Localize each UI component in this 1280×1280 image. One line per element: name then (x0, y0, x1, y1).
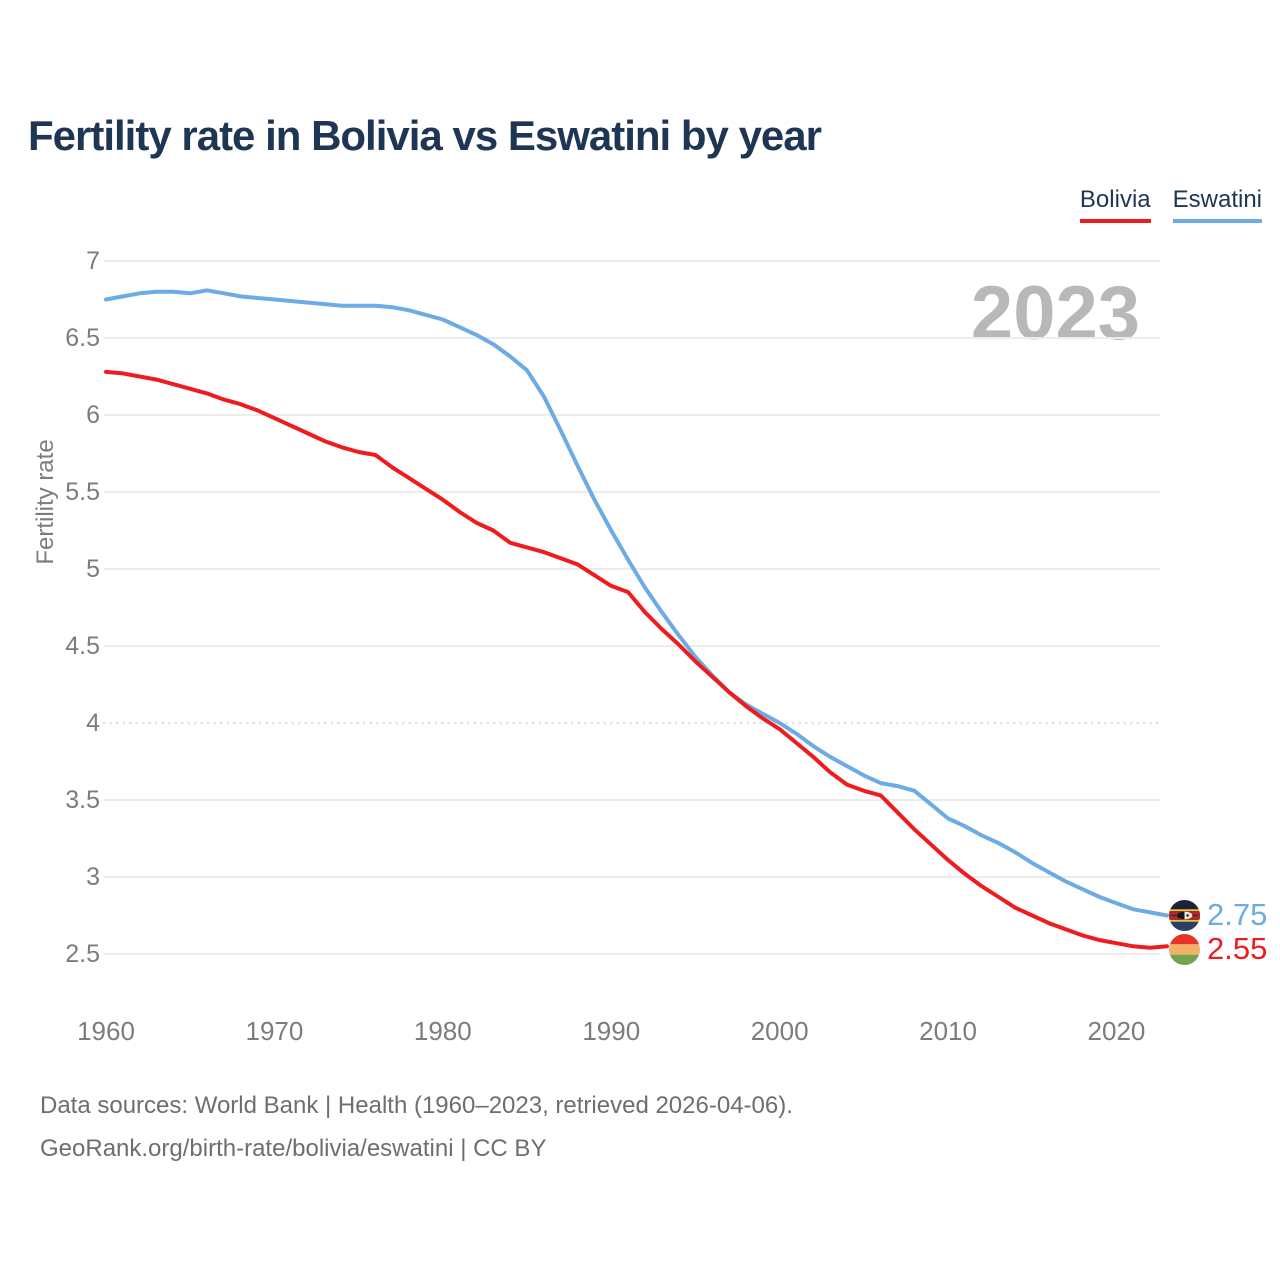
eswatini-flag-icon (1169, 900, 1200, 931)
y-tick-label-6.5: 6.5 (65, 324, 100, 352)
legend-item-bolivia[interactable]: Bolivia (1079, 186, 1151, 223)
legend-label-eswatini: Eswatini (1172, 186, 1262, 213)
x-tick-label-1980: 1980 (413, 1016, 472, 1046)
y-tick-label-3.5: 3.5 (65, 786, 100, 814)
x-tick-label-2010: 2010 (919, 1016, 977, 1046)
series-line-bolivia (104, 369, 1169, 950)
bolivia-flag-icon (1169, 934, 1200, 965)
page-title: Fertility rate in Bolivia vs Eswatini by… (28, 112, 822, 159)
y-tick-label-5.5: 5.5 (65, 478, 100, 506)
x-tick-label-1990: 1990 (582, 1016, 641, 1046)
legend-swatch-eswatini (1172, 219, 1262, 223)
series-line-eswatini (104, 288, 1169, 918)
y-tick-label-5: 5 (86, 555, 100, 583)
y-tick-label-6: 6 (86, 401, 100, 429)
footer-sources-line: Data sources: World Bank | Health (1960–… (40, 1092, 793, 1119)
legend: Bolivia Eswatini (1079, 186, 1262, 223)
legend-item-eswatini[interactable]: Eswatini (1172, 186, 1262, 223)
y-tick-label-4: 4 (86, 709, 100, 737)
footer: Data sources: World Bank | Health (1960–… (40, 1084, 793, 1170)
x-tick-label-1960: 1960 (77, 1016, 135, 1046)
y-tick-label-3: 3 (86, 863, 100, 891)
x-tick-label-2000: 2000 (750, 1016, 809, 1046)
eswatini-end-value: 2.75 (1207, 897, 1268, 932)
x-tick-label-2020: 2020 (1087, 1016, 1146, 1046)
legend-label-bolivia: Bolivia (1079, 186, 1151, 213)
y-tick-label-2.5: 2.5 (65, 940, 100, 968)
y-tick-label-4.5: 4.5 (65, 632, 100, 660)
bolivia-end-value: 2.55 (1207, 931, 1268, 966)
y-tick-label-7: 7 (86, 247, 100, 275)
legend-swatch-bolivia (1079, 219, 1151, 223)
footer-attribution-line: GeoRank.org/birth-rate/bolivia/eswatini … (40, 1135, 547, 1162)
x-tick-label-1970: 1970 (245, 1016, 304, 1046)
